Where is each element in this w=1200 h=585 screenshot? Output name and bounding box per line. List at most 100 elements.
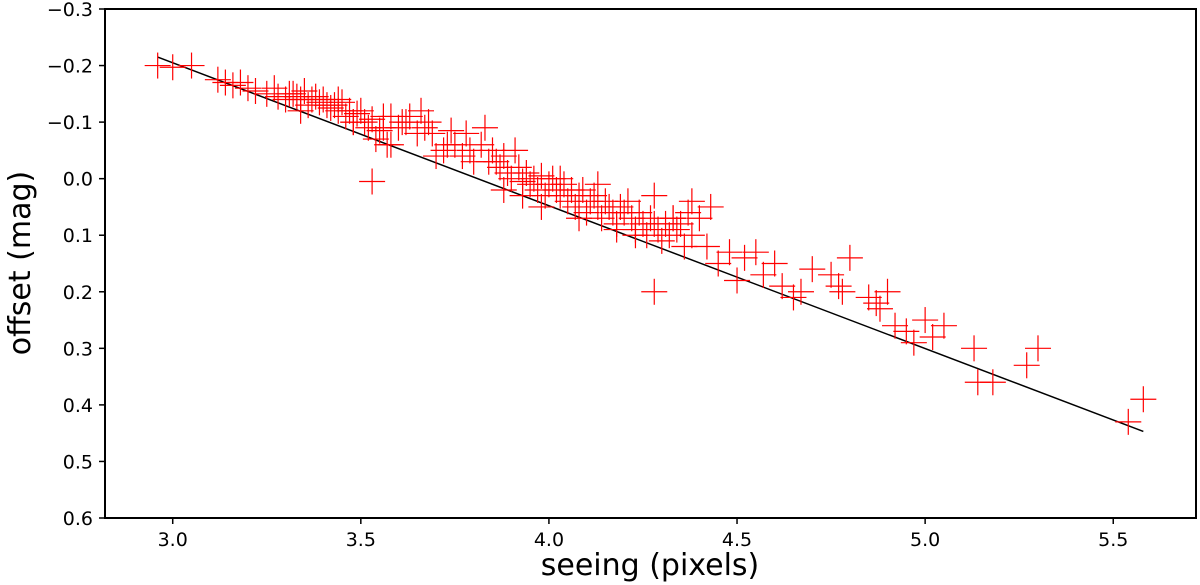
- data-point: [419, 120, 446, 147]
- data-point: [490, 143, 517, 170]
- data-point: [449, 143, 476, 170]
- data-point: [584, 171, 611, 198]
- x-tick-label: 4.5: [722, 529, 752, 551]
- data-point: [573, 199, 600, 226]
- data-point: [359, 168, 386, 195]
- data-point: [204, 66, 231, 93]
- data-point: [855, 284, 882, 311]
- data-point: [829, 278, 856, 305]
- data-point: [882, 312, 909, 339]
- data-point: [547, 165, 574, 192]
- y-axis-label: offset (mag): [3, 171, 38, 355]
- data-point: [502, 137, 529, 164]
- data-point: [325, 86, 352, 113]
- plot-frame: [104, 8, 1197, 519]
- data-point: [863, 290, 890, 317]
- data-point: [742, 239, 769, 266]
- data-point: [780, 284, 807, 311]
- data-point: [750, 261, 777, 288]
- data-point: [588, 205, 615, 232]
- data-point: [961, 335, 988, 362]
- data-point: [637, 205, 664, 232]
- data-point: [671, 233, 698, 260]
- data-point: [787, 278, 814, 305]
- data-point: [505, 154, 532, 181]
- y-tick-label: 0.5: [63, 451, 93, 473]
- data-point: [359, 106, 386, 133]
- data-point: [900, 329, 927, 356]
- data-point: [468, 131, 495, 158]
- data-point: [329, 89, 356, 116]
- data-point: [490, 176, 517, 203]
- data-point: [430, 137, 457, 164]
- x-tick-label: 5.5: [1098, 529, 1128, 551]
- fit-line-layer: [157, 56, 1144, 433]
- data-point: [663, 216, 690, 243]
- data-point: [697, 193, 724, 220]
- data-point: [306, 89, 333, 116]
- data-point: [550, 171, 577, 198]
- data-point: [253, 80, 280, 107]
- data-point: [411, 114, 438, 141]
- x-tick-label: 5.0: [910, 529, 940, 551]
- data-point: [434, 131, 461, 158]
- y-tick-label: 0.3: [63, 338, 93, 360]
- y-tick-label: −0.3: [47, 0, 93, 21]
- data-point: [366, 117, 393, 144]
- data-point: [347, 97, 374, 124]
- data-point: [930, 312, 957, 339]
- data-point: [614, 188, 641, 215]
- data-point: [1024, 335, 1051, 362]
- data-point: [389, 109, 416, 136]
- data-points: [144, 52, 1157, 435]
- data-point: [415, 109, 442, 136]
- data-point: [370, 114, 397, 141]
- data-point: [159, 54, 186, 81]
- x-tick-label: 4.0: [534, 529, 564, 551]
- data-point: [562, 193, 589, 220]
- data-point: [528, 193, 555, 220]
- data-point: [362, 126, 389, 153]
- data-point: [675, 199, 702, 226]
- data-point: [818, 261, 845, 288]
- data-point: [607, 193, 634, 220]
- data-point: [377, 131, 404, 158]
- data-point: [287, 97, 314, 124]
- data-point: [1115, 408, 1142, 435]
- data-point: [919, 324, 946, 351]
- data-point: [144, 52, 171, 79]
- data-point: [340, 109, 367, 136]
- axis-ticks: 3.0 3.5 4.0 4.5 5.0 5.5 −0.3 −0.2 −0.1 0.0 0.1 0.2 0…: [47, 0, 1128, 551]
- data-point: [1130, 386, 1157, 413]
- data-point: [592, 188, 619, 215]
- data-point: [761, 250, 788, 277]
- y-tick-label: −0.1: [47, 112, 93, 134]
- data-point: [641, 182, 668, 209]
- data-point: [660, 205, 687, 232]
- data-point: [509, 182, 536, 209]
- data-point: [471, 114, 498, 141]
- data-point: [456, 137, 483, 164]
- data-point: [581, 182, 608, 209]
- data-point: [667, 210, 694, 237]
- fit-line: [157, 56, 1144, 433]
- data-point: [332, 103, 359, 130]
- y-tick-label: −0.2: [47, 56, 93, 78]
- data-point: [716, 239, 743, 266]
- y-tick-label: 0.0: [63, 169, 93, 191]
- data-point: [242, 78, 269, 105]
- data-point: [678, 222, 705, 249]
- data-point: [280, 80, 307, 107]
- data-point: [475, 148, 502, 175]
- data-point: [528, 162, 555, 189]
- data-point: [566, 205, 593, 232]
- data-point: [626, 199, 653, 226]
- x-tick-label: 3.0: [158, 529, 188, 551]
- data-point: [178, 52, 205, 79]
- data-point: [291, 78, 318, 105]
- data-point: [554, 188, 581, 215]
- data-point: [825, 273, 852, 300]
- data-point: [874, 278, 901, 305]
- y-tick-label: 0.1: [63, 225, 93, 247]
